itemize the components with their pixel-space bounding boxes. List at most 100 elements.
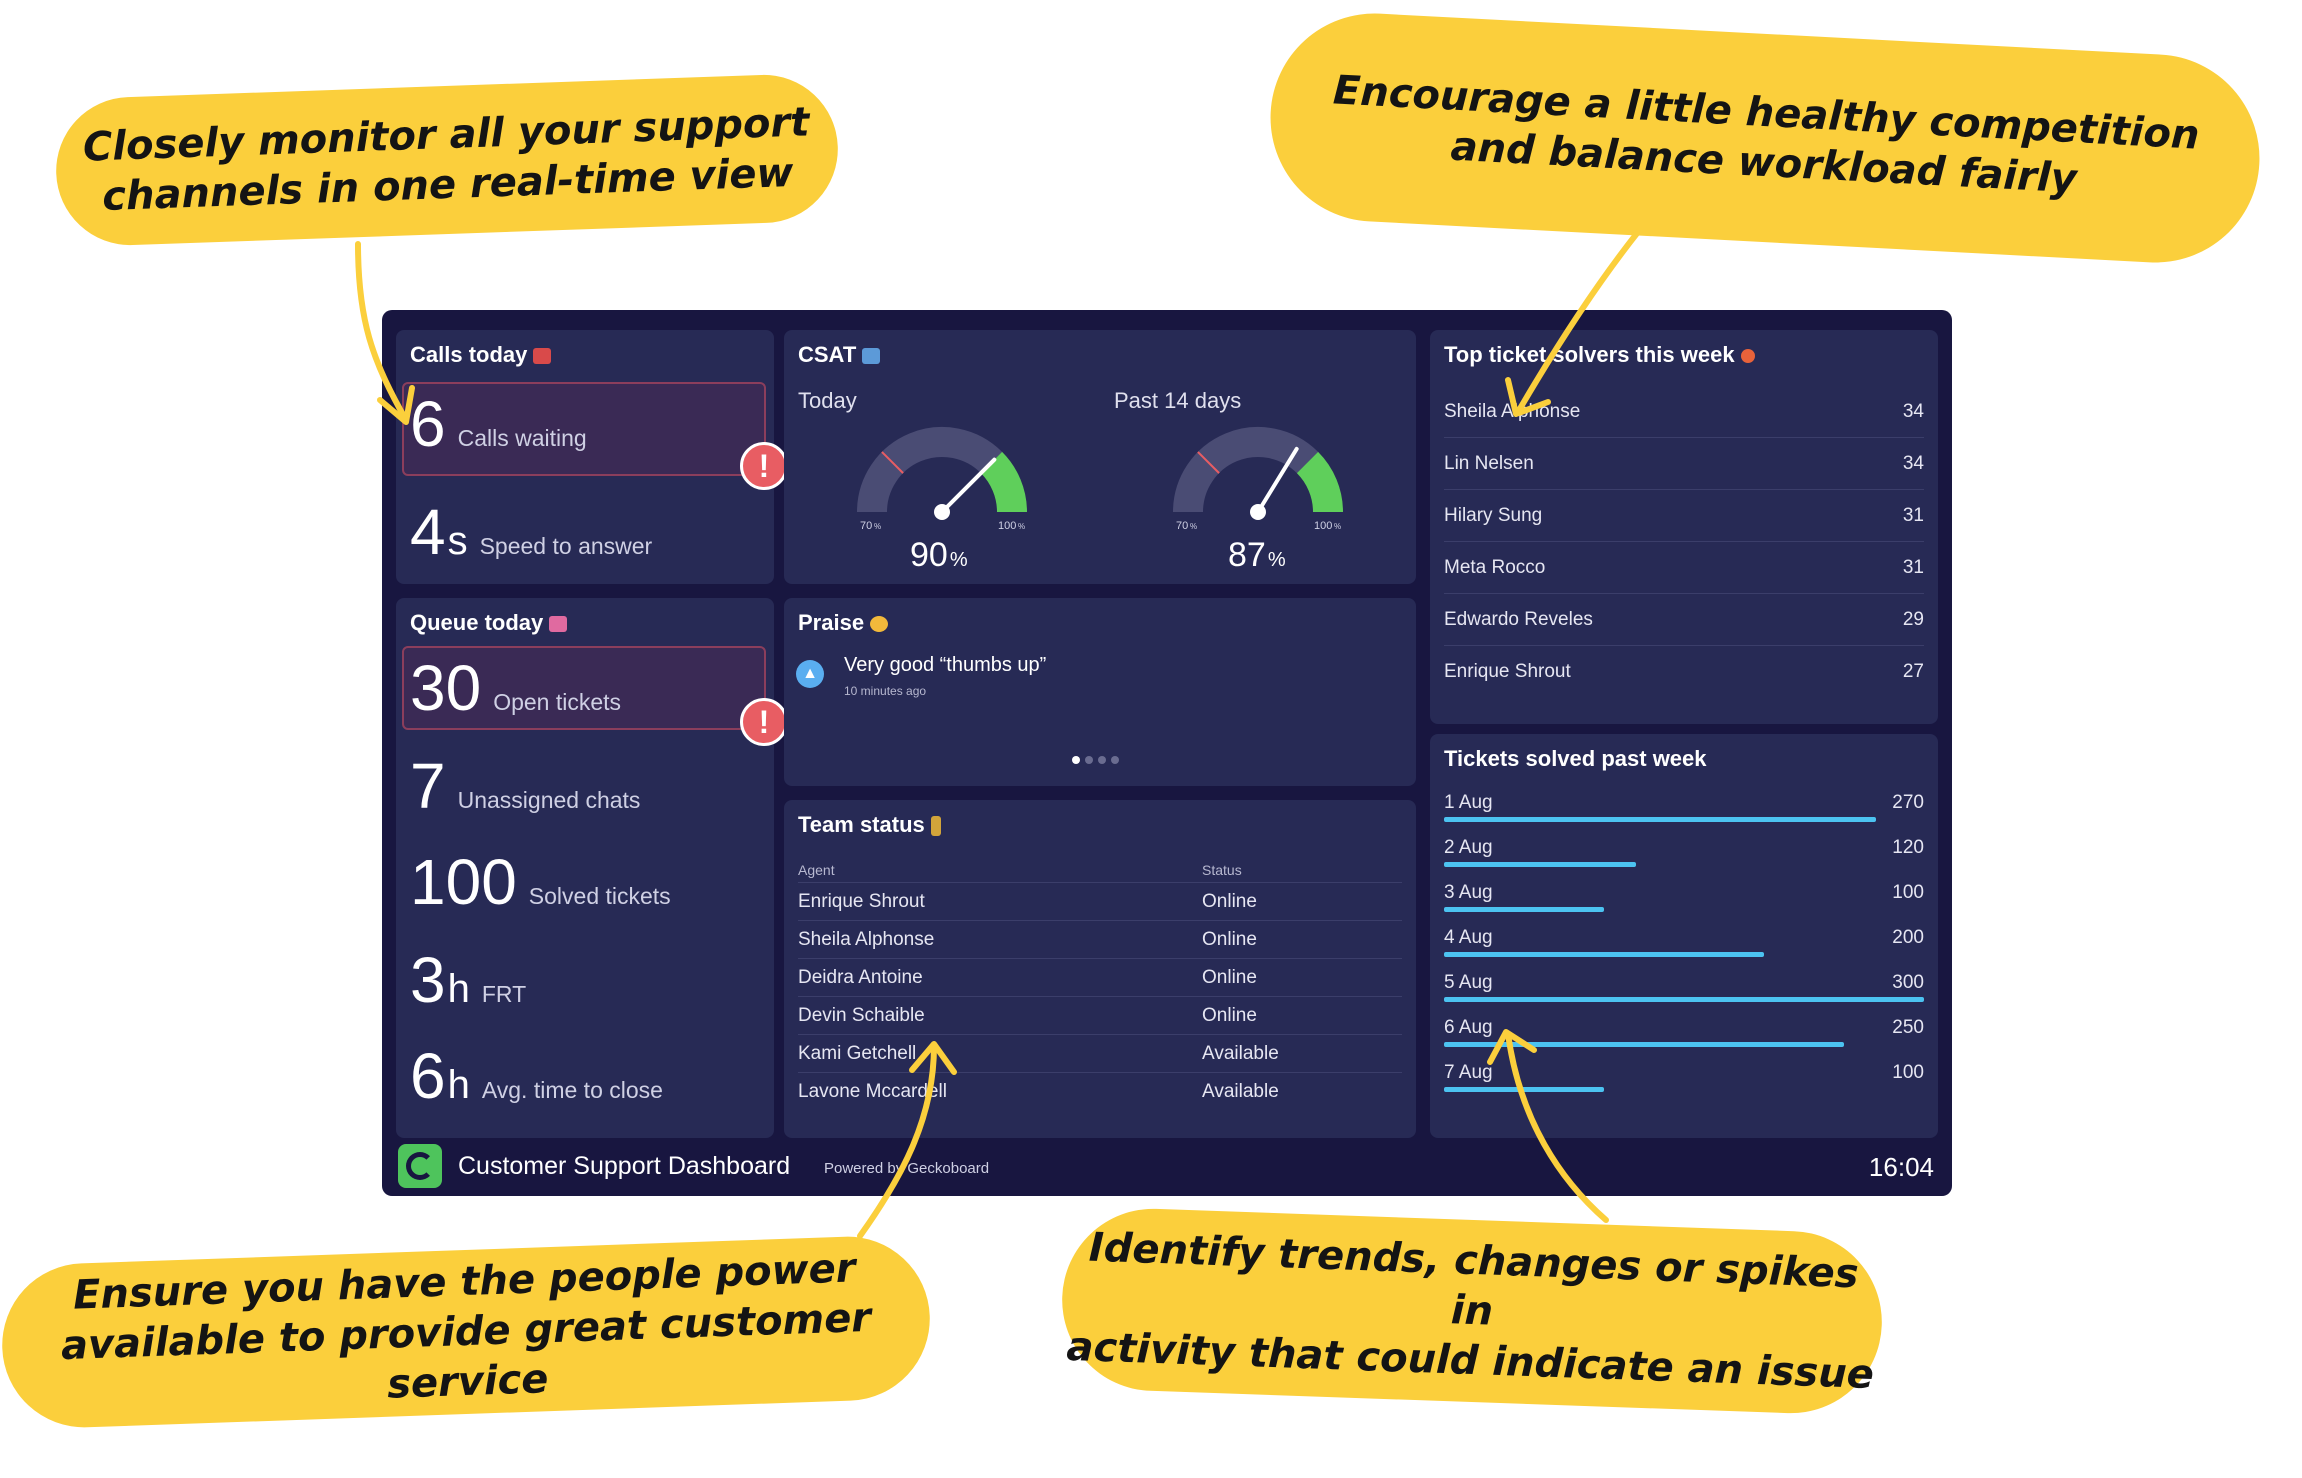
bar-value: 100 <box>1892 882 1924 904</box>
csat-title: CSAT <box>798 342 856 367</box>
praise-panel: Praise ▲ Very good “thumbs up” 10 minute… <box>784 598 1416 786</box>
calls-today-panel: Calls today 6 Calls waiting ! 4 s Speed … <box>396 330 774 584</box>
bar <box>1444 1042 1844 1047</box>
team-status-panel: Team status Agent Status Enrique Shrout O… <box>784 800 1416 1138</box>
column-header-status: Status <box>1202 862 1242 878</box>
unassigned-value: 7 <box>410 754 446 818</box>
bar-label: 7 Aug <box>1444 1062 1493 1084</box>
carousel-dot-active[interactable] <box>1072 756 1080 764</box>
solver-name: Meta Rocco <box>1444 557 1545 579</box>
solver-name: Hilary Sung <box>1444 505 1542 527</box>
agent-name: Devin Schaible <box>798 1005 925 1027</box>
praise-message: Very good “thumbs up” <box>844 654 1046 677</box>
callout-people: Ensure you have the people power availabl… <box>0 1234 933 1430</box>
column-header-agent: Agent <box>798 862 835 878</box>
open-tickets-stat: 30 Open tickets <box>410 656 621 720</box>
bar-row: 4 Aug 200 <box>1444 925 1924 970</box>
agent-name: Lavone Mccardell <box>798 1081 947 1103</box>
csat-today-min: 70 <box>860 520 872 532</box>
bar-row: 5 Aug 300 <box>1444 970 1924 1015</box>
thumbs-up-icon: ▲ <box>796 660 824 688</box>
agent-status: Online <box>1202 1005 1257 1027</box>
bar <box>1444 952 1764 957</box>
bar-label: 5 Aug <box>1444 972 1493 994</box>
bar-value: 100 <box>1892 1062 1924 1084</box>
tickets-week-title: Tickets solved past week <box>1444 746 1707 771</box>
csat-past-max: 100 <box>1314 520 1332 532</box>
carousel-dots[interactable] <box>1072 756 1119 764</box>
agent-status: Online <box>1202 929 1257 951</box>
bar-value: 120 <box>1892 837 1924 859</box>
unassigned-chats-stat: 7 Unassigned chats <box>410 754 640 818</box>
open-tickets-value: 30 <box>410 656 481 720</box>
callout-competition: Encourage a little healthy competition an… <box>1265 8 2265 268</box>
csat-past-min: 70 <box>1176 520 1188 532</box>
solver-name: Sheila Alphonse <box>1444 401 1580 423</box>
agent-status: Online <box>1202 891 1257 913</box>
bar-label: 2 Aug <box>1444 837 1493 859</box>
calls-waiting-label: Calls waiting <box>458 425 587 452</box>
table-row: Lavone Mccardell Available <box>798 1072 1402 1110</box>
bar-label: 4 Aug <box>1444 927 1493 949</box>
solved-value: 100 <box>410 850 517 914</box>
list-item: Lin Nelsen 34 <box>1444 438 1924 490</box>
speed-to-answer-stat: 4 s Speed to answer <box>410 500 652 564</box>
callout-monitor: Closely monitor all your support channels… <box>54 72 841 247</box>
ticket-icon <box>549 616 567 632</box>
csat-past-min-unit: % <box>1190 522 1197 531</box>
gauge-good-zone <box>991 463 1012 512</box>
bar-value: 250 <box>1892 1017 1924 1039</box>
panel-title: Tickets solved past week <box>1444 746 1707 772</box>
csat-today-min-unit: % <box>874 522 881 531</box>
solver-name: Edwardo Reveles <box>1444 609 1593 631</box>
speed-value: 4 <box>410 500 446 564</box>
csat-today-value: 90% <box>910 536 968 575</box>
csat-today-number: 90 <box>910 536 948 574</box>
solver-count: 29 <box>1903 609 1924 631</box>
bar-label: 1 Aug <box>1444 792 1493 814</box>
csat-panel: CSAT Today Past 14 days 70 % 100 % 70 % … <box>784 330 1416 584</box>
bar-track <box>1444 1042 1924 1047</box>
agent-status: Online <box>1202 967 1257 989</box>
top-solvers-panel: Top ticket solvers this week Sheila Alph… <box>1430 330 1938 724</box>
solver-count: 31 <box>1903 505 1924 527</box>
agent-status: Available <box>1202 1043 1279 1065</box>
table-row: Devin Schaible Online <box>798 996 1402 1034</box>
csat-today-gauge <box>842 416 1042 526</box>
agent-name: Sheila Alphonse <box>798 929 934 951</box>
solver-count: 27 <box>1903 661 1924 683</box>
gauge-hub <box>934 504 950 520</box>
bar-track <box>1444 997 1924 1002</box>
solver-count: 31 <box>1903 557 1924 579</box>
csat-past-unit: % <box>1268 549 1286 571</box>
unassigned-label: Unassigned chats <box>458 787 641 814</box>
solver-count: 34 <box>1903 401 1924 423</box>
bar-label: 3 Aug <box>1444 882 1493 904</box>
bar <box>1444 1087 1604 1092</box>
solved-tickets-stat: 100 Solved tickets <box>410 850 671 914</box>
csat-today-label: Today <box>798 388 857 414</box>
gauge-needle <box>942 460 994 512</box>
bar <box>1444 862 1636 867</box>
gauge-track <box>1188 442 1307 512</box>
carousel-dot[interactable] <box>1098 756 1106 764</box>
bar-row: 1 Aug 270 <box>1444 790 1924 835</box>
calls-today-title: Calls today <box>410 342 527 367</box>
gauge-hub <box>1250 504 1266 520</box>
carousel-dot[interactable] <box>1085 756 1093 764</box>
frt-value: 3 <box>410 948 446 1012</box>
calls-waiting-stat: 6 Calls waiting <box>410 392 587 456</box>
solved-label: Solved tickets <box>529 883 671 910</box>
carousel-dot[interactable] <box>1111 756 1119 764</box>
list-item: Edwardo Reveles 29 <box>1444 594 1924 646</box>
panel-title: CSAT <box>798 342 880 368</box>
bar-row: 2 Aug 120 <box>1444 835 1924 880</box>
bar-label: 6 Aug <box>1444 1017 1493 1039</box>
frt-unit: h <box>448 967 470 1012</box>
ballot-box-icon <box>862 348 880 364</box>
powered-by-text: Powered by Geckoboard <box>824 1160 989 1177</box>
agent-status: Available <box>1202 1081 1279 1103</box>
panel-title: Queue today <box>410 610 567 636</box>
bar-track <box>1444 817 1924 822</box>
list-item: Sheila Alphonse 34 <box>1444 386 1924 438</box>
